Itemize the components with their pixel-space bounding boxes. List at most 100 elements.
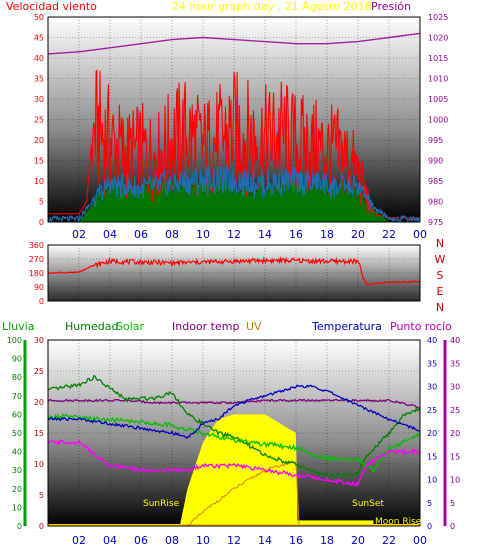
temperature-x-tick: 16: [289, 534, 303, 547]
humidity-y-tick: 100: [7, 336, 22, 345]
pressure-label: Presión: [371, 0, 411, 13]
humidity-y-tick: 70: [12, 392, 22, 401]
wind-x-tick: 18: [320, 228, 334, 241]
compass-label: E: [437, 285, 444, 298]
temperature-x-tick: 06: [134, 534, 148, 547]
indoor-y-tick: 40: [450, 336, 460, 345]
pressure-y-tick: 1020: [428, 34, 448, 43]
pressure-y-tick: 995: [428, 136, 443, 145]
temperature-x-tick: 00: [413, 534, 427, 547]
solar-radiation-area: [179, 414, 298, 526]
temperature-x-tick: 14: [258, 534, 272, 547]
indoor-y-tick: 30: [450, 383, 460, 392]
pressure-y-tick: 1005: [428, 95, 448, 104]
temp-right-y-tick: 20: [427, 429, 437, 438]
dew-point-line: [47, 438, 421, 487]
wind-x-tick: 12: [227, 228, 241, 241]
wind-y-tick: 15: [34, 157, 44, 166]
wind-speed-label: Velocidad viento: [6, 0, 97, 13]
wind-y-tick: 20: [34, 136, 44, 145]
temperature-x-tick: 10: [196, 534, 210, 547]
direction-plot-border: [47, 244, 421, 302]
humidity-y-tick: 80: [12, 373, 22, 382]
sunrise-annotation: SunRise: [143, 499, 180, 509]
temp-left-y-tick: 15: [34, 429, 44, 438]
temperature-x-tick: 02: [72, 534, 86, 547]
wind-direction-line: [47, 256, 421, 286]
legend-item: Humedad: [65, 320, 118, 333]
direction-y-tick: 180: [29, 269, 44, 278]
indoor-y-tick: 15: [450, 452, 460, 461]
temperature-x-tick: 22: [382, 534, 396, 547]
direction-y-tick: 270: [29, 255, 44, 264]
temp-left-y-tick: 30: [34, 336, 44, 345]
gust-area: [48, 168, 420, 222]
temp-left-y-tick: 20: [34, 398, 44, 407]
wind-x-tick: 06: [134, 228, 148, 241]
temp-right-y-tick: 5: [427, 499, 432, 508]
indoor-y-tick: 10: [450, 476, 460, 485]
wind-series-group: [47, 32, 421, 224]
compass-label: N: [436, 237, 444, 250]
pressure-y-tick: 1025: [428, 13, 448, 22]
humidity-y-tick: 90: [12, 355, 22, 364]
humidity-y-tick: 60: [12, 410, 22, 419]
pressure-y-tick: 1010: [428, 75, 448, 84]
wind-x-tick: 14: [258, 228, 272, 241]
wind-x-tick: 10: [196, 228, 210, 241]
direction-y-tick: 360: [29, 241, 44, 250]
compass-label: W: [435, 253, 446, 266]
temperature-line: [47, 384, 421, 440]
humidity-y-tick: 20: [12, 485, 22, 494]
legend-item: Lluvia: [2, 320, 34, 333]
sunset-annotation: SunSet: [352, 499, 384, 509]
direction-y-tick: 90: [34, 283, 44, 292]
wind-average-line: [47, 163, 421, 224]
temperature-x-tick: 12: [227, 534, 241, 547]
indoor-temp-line: [47, 398, 420, 409]
pressure-y-tick: 1000: [428, 116, 448, 125]
temp-right-y-tick: 30: [427, 383, 437, 392]
wind-x-tick: 02: [72, 228, 86, 241]
legend-item: Indoor temp: [172, 320, 239, 333]
legend-item: UV: [246, 320, 262, 333]
humidity-line: [47, 374, 421, 478]
temperature-plot-border: [47, 339, 421, 527]
wind-axes: 0510152025303540455097598098599099510001…: [34, 13, 449, 241]
humidity-y-tick: 30: [12, 466, 22, 475]
direction-series-group: [47, 256, 421, 286]
temperature-axes: 0102030405060708090100051015202530051015…: [7, 336, 460, 547]
wind-x-tick: 16: [289, 228, 303, 241]
temp-left-y-tick: 0: [39, 522, 44, 531]
wind-y-tick: 40: [34, 54, 44, 63]
pressure-y-tick: 1015: [428, 54, 448, 63]
humidity-y-tick: 10: [12, 503, 22, 512]
humidity-y-tick: 50: [12, 429, 22, 438]
temp-right-y-tick: 15: [427, 452, 437, 461]
temp-right-y-tick: 0: [427, 522, 432, 531]
humidity-y-tick: 0: [17, 522, 22, 531]
wind-plot-border: [47, 16, 421, 223]
temp-right-y-tick: 35: [427, 359, 437, 368]
temperature-panel: 0102030405060708090100051015202530051015…: [2, 320, 460, 547]
pressure-y-tick: 975: [428, 218, 443, 227]
compass-label: N: [436, 301, 444, 314]
wind-y-tick: 10: [34, 177, 44, 186]
temp-left-y-tick: 10: [34, 460, 44, 469]
temp-right-y-tick: 40: [427, 336, 437, 345]
indoor-y-tick: 25: [450, 406, 460, 415]
temp-left-y-tick: 25: [34, 367, 44, 376]
indoor-y-tick: 20: [450, 429, 460, 438]
legend-item: Solar: [116, 320, 145, 333]
pressure-y-tick: 980: [428, 198, 443, 207]
legend-item: Temperatura: [311, 320, 382, 333]
chart-title: 24 hour graph day , 21 Agosto 2018: [172, 0, 372, 13]
wind-y-tick: 45: [34, 34, 44, 43]
wind-y-tick: 35: [34, 75, 44, 84]
legend-item: Punto rocío: [390, 320, 452, 333]
pressure-line: [47, 32, 421, 55]
